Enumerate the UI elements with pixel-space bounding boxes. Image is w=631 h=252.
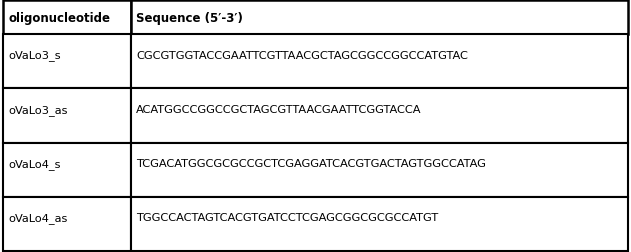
Text: oVaLo3_s: oVaLo3_s	[8, 50, 61, 61]
Bar	[131, 89, 628, 143]
Bar	[3, 35, 131, 89]
Bar	[3, 89, 131, 143]
Text: oVaLo4_s: oVaLo4_s	[8, 158, 61, 169]
Bar	[131, 197, 628, 251]
Text: oVaLo4_as: oVaLo4_as	[8, 212, 68, 223]
Text: Sequence (5′-3′): Sequence (5′-3′)	[136, 12, 243, 25]
Bar	[3, 1, 131, 35]
Bar	[3, 197, 131, 251]
Bar	[131, 35, 628, 89]
Text: TCGACATGGCGCGCCGCTCGAGGATCACGTGACTAGTGGCCATAG: TCGACATGGCGCGCCGCTCGAGGATCACGTGACTAGTGGC…	[136, 159, 486, 168]
Bar	[131, 143, 628, 197]
Text: oVaLo3_as: oVaLo3_as	[8, 104, 68, 115]
Bar	[131, 1, 628, 35]
Text: oligonucleotide: oligonucleotide	[8, 12, 110, 25]
Text: ACATGGCCGGCCGCTAGCGTTAACGAATTCGGTACCA: ACATGGCCGGCCGCTAGCGTTAACGAATTCGGTACCA	[136, 105, 422, 115]
Bar	[3, 143, 131, 197]
Text: CGCGTGGTACCGAATTCGTTAACGCTAGCGGCCGGCCATGTAC: CGCGTGGTACCGAATTCGTTAACGCTAGCGGCCGGCCATG…	[136, 51, 468, 61]
Text: TGGCCACTAGTCACGTGATCCTCGAGCGGCGCGCCATGT: TGGCCACTAGTCACGTGATCCTCGAGCGGCGCGCCATGT	[136, 212, 439, 222]
